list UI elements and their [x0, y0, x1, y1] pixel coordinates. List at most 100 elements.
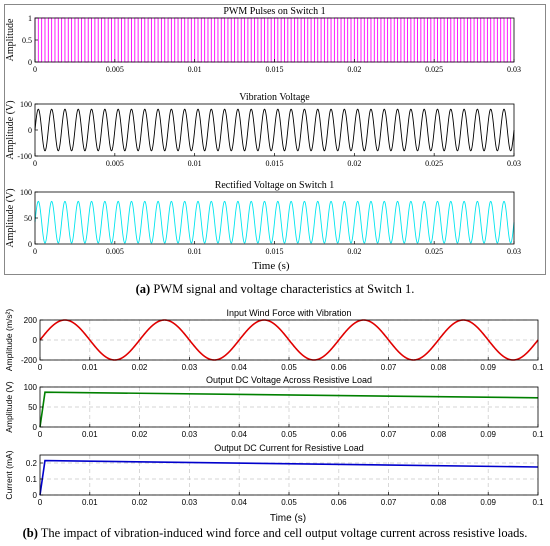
y-tick-label: -200: [21, 356, 38, 365]
x-tick-label: 0.02: [132, 430, 148, 439]
x-tick-label: 0.09: [480, 430, 496, 439]
chart-a3: 0 0.005 0.01 0.015 0.02 0.025 0.03 0 50 100 Rectif…: [5, 180, 521, 256]
chart-title: Output DC Current for Resistive Load: [214, 443, 364, 453]
x-tick-label: 0: [33, 159, 37, 168]
x-tick-label: 0.08: [431, 498, 447, 507]
x-tick-label: 0.025: [425, 65, 443, 74]
y-tick-label: 0.2: [26, 459, 38, 468]
x-tick-label: 0.005: [106, 65, 124, 74]
y-tick-label: 0: [33, 336, 38, 345]
panel-b-caption: (b) The impact of vibration-induced wind…: [0, 526, 550, 541]
panel-a-caption-tag: (a): [135, 282, 151, 296]
x-tick-label: 0.01: [82, 363, 98, 372]
x-tick-label: 0.015: [266, 159, 284, 168]
series-line-b2: [39, 391, 539, 428]
series-line-a3: [34, 200, 515, 244]
x-tick-label: 0.03: [182, 430, 198, 439]
x-tick-label: 0.05: [281, 498, 297, 507]
y-tick-label: 0: [28, 126, 32, 135]
x-tick-label: 0.07: [381, 363, 397, 372]
x-tick-label: 0.04: [231, 363, 247, 372]
y-tick-label: 50: [28, 403, 37, 412]
y-tick-label: 50: [24, 214, 32, 223]
chart-a2: 0 0.005 0.01 0.015 0.02 0.025 0.03-1000100Vibr…: [5, 92, 521, 168]
x-tick-label: 0.05: [281, 363, 297, 372]
y-axis-label: Amplitude: [5, 18, 16, 61]
panel-b-xlabel: Time (s): [270, 513, 306, 524]
x-tick-label: 0.02: [347, 159, 361, 168]
x-tick-label: 0.09: [480, 498, 496, 507]
x-tick-label: 0.1: [532, 363, 544, 372]
y-tick-label: 200: [24, 316, 38, 325]
x-tick-label: 0: [33, 247, 37, 256]
x-tick-label: 0.1: [532, 430, 544, 439]
chart-title: Input Wind Force with Vibration: [227, 308, 352, 318]
x-tick-label: 0.02: [132, 363, 148, 372]
y-tick-label: 100: [20, 188, 32, 197]
x-tick-label: 0.02: [132, 498, 148, 507]
y-tick-label: 0.1: [26, 475, 38, 484]
panel-a-caption-text: PWM signal and voltage characteristics a…: [150, 282, 415, 296]
panel-b-caption-text: The impact of vibration-induced wind for…: [37, 526, 528, 540]
series-line-b3: [39, 459, 539, 496]
y-tick-label: 0.5: [22, 36, 32, 45]
x-tick-label: 0.01: [82, 430, 98, 439]
x-tick-label: 0.005: [106, 159, 124, 168]
x-tick-label: 0.04: [231, 430, 247, 439]
chart-b3: 0 0.01 0.02 0.03 0.04 0.05 0.06 0.07 0.08 0.09 0.1…: [4, 443, 544, 507]
y-tick-label: 0: [28, 240, 32, 249]
x-tick-label: 0.1: [532, 498, 544, 507]
x-tick-label: 0.03: [507, 159, 521, 168]
x-tick-label: 0.005: [106, 247, 124, 256]
x-tick-label: 0: [33, 65, 37, 74]
x-tick-label: 0.06: [331, 430, 347, 439]
chart-title: Vibration Voltage: [239, 92, 310, 103]
y-axis-label: Amplitude (m/s²): [4, 309, 14, 372]
y-tick-label: 0: [28, 58, 32, 67]
x-tick-label: 0.03: [507, 65, 521, 74]
chart-title: Output DC Voltage Across Resistive Load: [206, 375, 372, 385]
chart-title: Rectified Voltage on Switch 1: [215, 180, 335, 191]
x-tick-label: 0.015: [266, 247, 284, 256]
x-tick-label: 0.08: [431, 363, 447, 372]
x-tick-label: 0.03: [182, 498, 198, 507]
x-tick-label: 0.02: [347, 247, 361, 256]
panel-a-frame: [4, 4, 546, 275]
y-tick-label: 100: [24, 383, 38, 392]
y-axis-label: Amplitude (V): [5, 100, 16, 159]
x-tick-label: 0.06: [331, 498, 347, 507]
x-tick-label: 0: [38, 498, 43, 507]
chart-b1: 0 0.01 0.02 0.03 0.04 0.05 0.06 0.07 0.08 0.09 0.1…: [4, 308, 544, 372]
series-line-b1: [39, 319, 539, 361]
chart-title: PWM Pulses on Switch 1: [223, 6, 325, 17]
y-axis-label: Amplitude (V): [4, 381, 14, 433]
panel-a-xlabel: Time (s): [252, 260, 290, 272]
x-tick-label: 0.01: [188, 159, 202, 168]
y-tick-label: 100: [20, 100, 32, 109]
x-tick-label: 0.02: [347, 65, 361, 74]
y-tick-label: 0: [33, 491, 38, 500]
x-tick-label: 0.01: [188, 65, 202, 74]
x-tick-label: 0: [38, 363, 43, 372]
x-tick-label: 0.03: [182, 363, 198, 372]
x-tick-label: 0.015: [266, 65, 284, 74]
x-tick-label: 0.03: [507, 247, 521, 256]
x-tick-label: 0.07: [381, 430, 397, 439]
x-tick-label: 0.08: [431, 430, 447, 439]
series-line-a2: [34, 108, 515, 152]
y-tick-label: 0: [33, 423, 38, 432]
chart-b2: 0 0.01 0.02 0.03 0.04 0.05 0.06 0.07 0.08 0.09 0.1…: [4, 375, 544, 439]
x-tick-label: 0.025: [425, 159, 443, 168]
x-tick-label: 0.04: [231, 498, 247, 507]
x-tick-label: 0.01: [82, 498, 98, 507]
x-tick-label: 0.06: [331, 363, 347, 372]
x-tick-label: 0.07: [381, 498, 397, 507]
y-axis-label: Amplitude (V): [5, 188, 16, 247]
y-axis-label: Current (mA): [4, 450, 14, 499]
panel-b-caption-tag: (b): [22, 526, 38, 540]
panel-a-caption: (a) PWM signal and voltage characteristi…: [0, 282, 550, 297]
x-tick-label: 0.09: [480, 363, 496, 372]
y-tick-label: 1: [28, 14, 32, 23]
x-tick-label: 0: [38, 430, 43, 439]
